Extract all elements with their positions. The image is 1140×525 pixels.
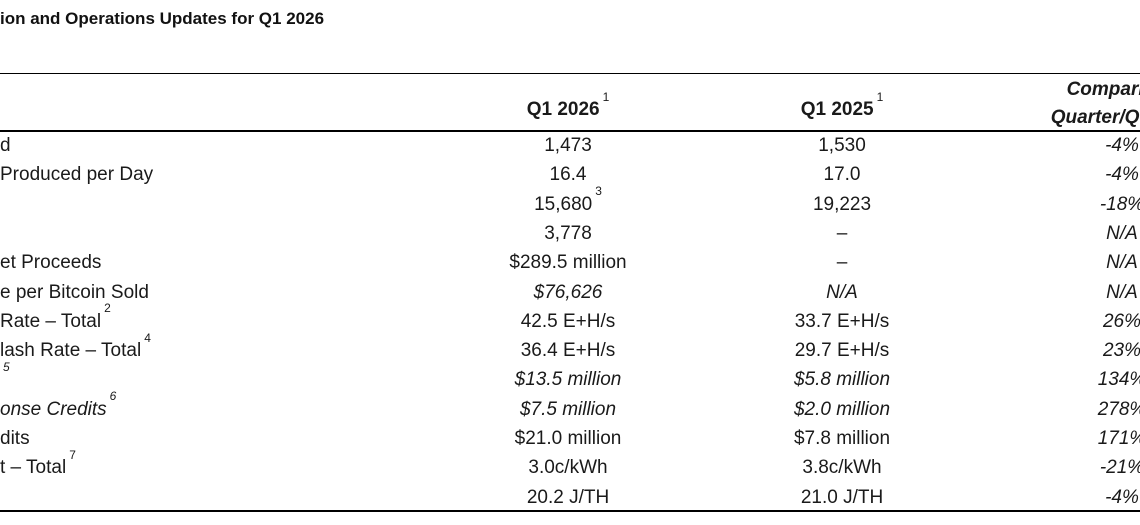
row-label: Produced per Day [0, 164, 154, 186]
column-header-q1-2026-label: Q1 2026 [526, 99, 600, 120]
value-q1-2025: $5.8 million [793, 369, 891, 391]
value-q1-2026: $76,626 [533, 281, 603, 303]
value-q1-2026: 36.4 E+H/s [520, 340, 616, 362]
table-row: 3,778 – N/A [0, 219, 1140, 248]
table-row: 5 $13.5 million $5.8 million 134% [0, 361, 1140, 394]
value-q1-2026: $13.5 million [514, 369, 622, 391]
value-q1-2025: – [836, 222, 848, 244]
value-q1-2025: 33.7 E+H/s [794, 310, 890, 332]
column-header-comparison-line2: Quarter/Quarter [1050, 107, 1140, 128]
value-q1-2025: 21.0 J/TH [800, 486, 884, 508]
value-q1-2025: 17.0 [823, 164, 861, 186]
footnote-marker: 5 [3, 360, 10, 375]
value-q1-2025: N/A [826, 281, 858, 303]
value-q1-2025: $2.0 million [793, 398, 891, 420]
footnote-marker: 4 [144, 330, 151, 345]
value-q1-2026: 1,473 [544, 135, 592, 156]
value-q1-2026: 16.4 [549, 164, 587, 186]
column-header-q1-2026: Q1 20261 [460, 91, 676, 121]
value-comparison: -18% [1099, 193, 1140, 215]
value-comparison: -4% [1105, 486, 1139, 508]
column-header-q1-2025-label: Q1 2025 [800, 99, 874, 120]
table-top-rule [0, 73, 1140, 74]
row-label: 5 [0, 361, 455, 394]
value-comparison: 26% [1102, 310, 1140, 332]
value-comparison: -4% [1105, 135, 1139, 156]
value-comparison: -4% [1105, 164, 1139, 186]
value-q1-2026: 20.2 J/TH [526, 486, 610, 508]
table-header-rule [0, 130, 1140, 132]
table-bottom-rule [0, 510, 1140, 512]
value-q1-2026: 15,6803 [534, 184, 602, 215]
value-comparison: 278% [1097, 398, 1140, 420]
value-comparison: N/A [1106, 252, 1138, 274]
table-row: t – Total7 3.0c/kWh 3.8c/kWh -21% [0, 447, 1140, 482]
footnote-marker: 1 [876, 89, 884, 104]
value-q1-2026: $289.5 million [509, 252, 627, 274]
value-comparison: 134% [1097, 369, 1140, 391]
row-label: onse Credits6 [0, 389, 117, 420]
table-row: Rate – Total2 42.5 E+H/s 33.7 E+H/s 26% [0, 301, 1140, 336]
row-label: e per Bitcoin Sold [0, 281, 149, 303]
row-label: Rate – Total2 [0, 301, 111, 332]
value-comparison: N/A [1106, 222, 1138, 244]
row-label: et Proceeds [0, 252, 102, 274]
value-q1-2026: 3.0c/kWh [528, 457, 608, 479]
value-q1-2025: – [836, 252, 848, 274]
table-row: dits $21.0 million $7.8 million 171% [0, 424, 1140, 453]
footnote-marker: 6 [109, 389, 117, 404]
value-q1-2026: $21.0 million [514, 428, 622, 449]
table-row: Produced per Day 16.4 17.0 -4% [0, 160, 1140, 189]
value-q1-2025: 3.8c/kWh [802, 457, 882, 479]
column-header-comparison-line1: Comparison [1066, 79, 1140, 100]
value-q1-2025: 1,530 [818, 135, 866, 156]
column-header-q1-2025: Q1 20251 [734, 91, 950, 121]
row-label: t – Total7 [0, 447, 76, 479]
row-label: dits [0, 428, 30, 449]
value-comparison: N/A [1106, 281, 1138, 303]
page-title: ion and Operations Updates for Q1 2026 [0, 9, 325, 28]
column-header-comparison: Comparison Quarter/Quarter [1014, 76, 1140, 132]
value-q1-2026: 3,778 [544, 222, 592, 244]
table-row: et Proceeds $289.5 million – N/A [0, 248, 1140, 277]
table-row: d 1,473 1,530 -4% [0, 131, 1140, 160]
table-row: onse Credits6 $7.5 million $2.0 million … [0, 389, 1140, 424]
footnote-marker: 3 [595, 184, 602, 199]
row-label: lash Rate – Total4 [0, 330, 151, 362]
value-q1-2025: 19,223 [812, 193, 872, 215]
value-comparison: -21% [1099, 457, 1140, 479]
value-q1-2025: $7.8 million [793, 428, 891, 449]
table-row: 20.2 J/TH 21.0 J/TH -4% [0, 483, 1140, 512]
value-q1-2025: 29.7 E+H/s [794, 340, 890, 362]
footnote-marker: 1 [602, 89, 610, 104]
value-comparison: 171% [1097, 428, 1140, 449]
table-row: 15,6803 19,223 -18% [0, 184, 1140, 219]
value-comparison: 23% [1102, 340, 1140, 362]
value-q1-2026: $7.5 million [519, 398, 617, 420]
table-row: e per Bitcoin Sold $76,626 N/A N/A [0, 278, 1140, 307]
table-row: lash Rate – Total4 36.4 E+H/s 29.7 E+H/s… [0, 330, 1140, 365]
footnote-marker: 7 [69, 447, 76, 462]
footnote-marker: 2 [104, 301, 111, 316]
row-label: d [0, 135, 11, 156]
value-q1-2026: 42.5 E+H/s [520, 310, 616, 332]
